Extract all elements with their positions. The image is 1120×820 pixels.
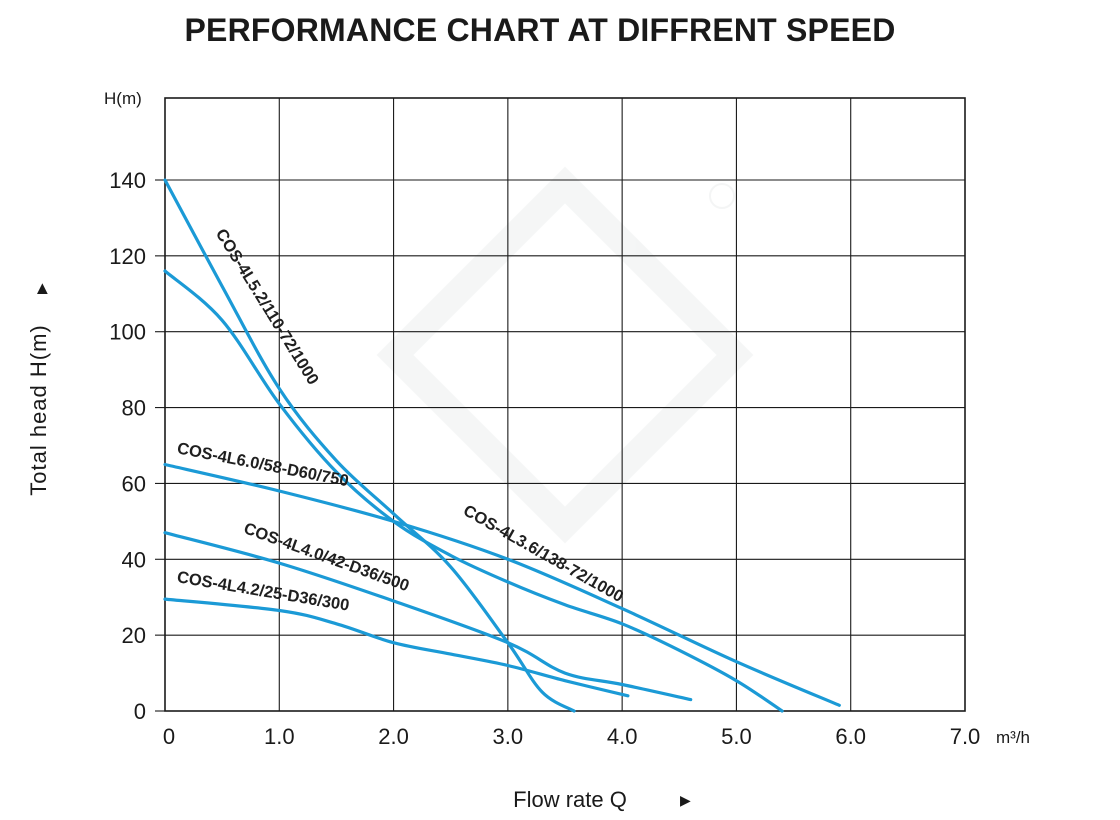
y-tick-label: 140 <box>109 168 146 193</box>
y-tick-label: 120 <box>109 244 146 269</box>
x-tick-label: 6.0 <box>835 724 866 749</box>
series-label-1: COS-4L5.2/110-72/1000 <box>212 226 322 388</box>
y-unit-label: H(m) <box>104 89 142 108</box>
y-tick-label: 0 <box>134 699 146 724</box>
series-line-2 <box>163 269 784 713</box>
series-line-1 <box>163 178 576 713</box>
series-line-3 <box>163 462 841 707</box>
x-tick-label: 2.0 <box>378 724 409 749</box>
series-lines <box>163 178 841 713</box>
x-tick-label: 0 <box>163 724 175 749</box>
x-axis-title: Flow rate Q <box>513 787 627 812</box>
y-axis-arrow-icon: ▶ <box>33 283 49 294</box>
x-axis-arrow-icon: ▶ <box>680 792 691 808</box>
y-tick-label: 80 <box>122 396 146 421</box>
x-tick-label: 3.0 <box>493 724 524 749</box>
y-tick-label: 40 <box>122 547 146 572</box>
series-line-4 <box>163 531 693 702</box>
tick-labels: 0 1.0 2.0 3.0 4.0 5.0 6.0 7.0 0 20 40 60 80 100 120 140 <box>109 168 980 749</box>
y-tick-label: 60 <box>122 471 146 496</box>
y-axis-title: Total head H(m) <box>26 324 51 496</box>
y-axis-title-group: Total head H(m) ▶ <box>26 283 51 496</box>
series-labels: COS-4L5.2/110-72/1000COS-4L3.6/138-72/10… <box>176 226 627 615</box>
series-line-5 <box>163 597 630 698</box>
x-tick-label: 5.0 <box>721 724 752 749</box>
x-tick-label: 4.0 <box>607 724 638 749</box>
chart-title: PERFORMANCE CHART AT DIFFRENT SPEED <box>184 12 896 48</box>
plot-frame <box>164 97 966 712</box>
x-unit-label: m³/h <box>996 728 1030 747</box>
y-tick-label: 100 <box>109 320 146 345</box>
x-tick-label: 7.0 <box>950 724 981 749</box>
y-tick-label: 20 <box>122 623 146 648</box>
watermark-logo <box>376 166 754 544</box>
x-tick-label: 1.0 <box>264 724 295 749</box>
grid <box>155 97 966 712</box>
